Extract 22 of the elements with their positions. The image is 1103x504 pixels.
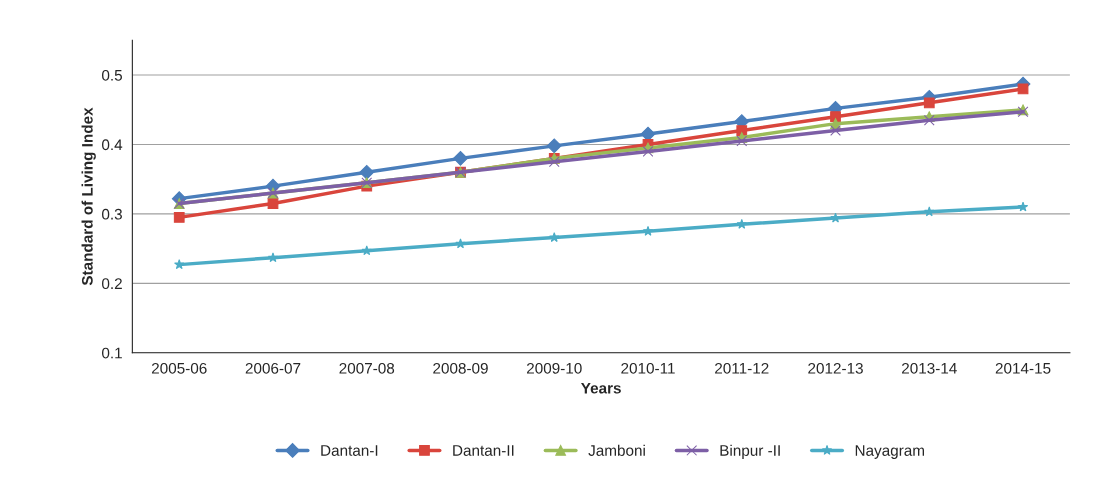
x-tick-label: 2006-07: [245, 362, 301, 374]
y-tick-label: 0.2: [102, 278, 122, 290]
x-axis-title: Years: [581, 382, 621, 394]
x-tick-label: 2013-14: [902, 362, 957, 374]
y-tick-label: 0.3: [102, 208, 122, 220]
x-tick-label: 2014-15: [995, 362, 1051, 374]
legend-label: Nayagram: [855, 445, 924, 459]
legend-label: Binpur -II: [720, 444, 780, 459]
x-tick-label: 2005-06: [151, 362, 207, 374]
legend-label: Dantan-I: [321, 445, 378, 456]
x-tick-label: 2007-08: [339, 362, 395, 374]
x-tick-label: 2012-13: [808, 362, 863, 374]
legend-label: Dantan-II: [453, 445, 514, 456]
x-tick-label: 2008-09: [433, 362, 488, 374]
y-tick-label: 0.1: [102, 347, 122, 359]
y-axis-title: Standard of Living Index: [81, 107, 96, 286]
x-tick-label: 2011-12: [715, 362, 769, 374]
y-tick-label: 0.4: [102, 139, 123, 151]
x-tick-label: 2010-11: [621, 362, 675, 374]
x-tick-label: 2009-10: [526, 362, 582, 374]
y-tick-label: 0.5: [102, 69, 122, 81]
legend-label: Jamboni: [588, 444, 645, 456]
